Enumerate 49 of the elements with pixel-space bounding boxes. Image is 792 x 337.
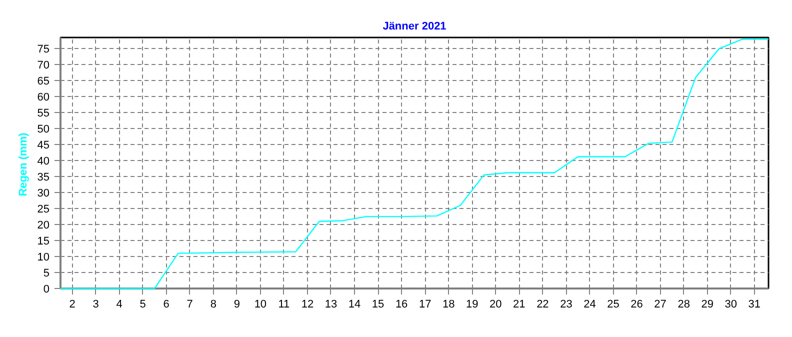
x-tick-label: 31: [748, 298, 761, 310]
y-tick-label: 30: [37, 188, 50, 200]
y-tick-label: 10: [37, 252, 50, 264]
x-tick-label: 19: [466, 298, 478, 310]
y-tick-label: 75: [37, 44, 50, 56]
x-tick-label: 10: [254, 298, 267, 310]
x-tick-label: 7: [186, 298, 193, 310]
y-tick-label: 5: [43, 268, 50, 280]
x-tick-label: 28: [678, 298, 690, 310]
x-tick-label: 15: [372, 298, 384, 310]
line-series: [60, 38, 770, 290]
x-tick-label: 25: [607, 298, 620, 310]
x-tick-label: 17: [418, 298, 432, 310]
y-tick-label: 60: [37, 92, 50, 104]
x-tick-label: 2: [69, 298, 76, 310]
chart-title: Jänner 2021: [382, 20, 446, 32]
y-tick-label: 20: [37, 220, 50, 232]
x-tick-label: 8: [210, 298, 216, 310]
x-tick-label: 16: [395, 298, 408, 310]
x-tick-label: 26: [630, 298, 643, 310]
x-tick-label: 30: [724, 298, 737, 310]
x-tick-label: 29: [701, 298, 714, 310]
x-tick-label: 23: [560, 298, 572, 310]
x-tick-label: 11: [278, 298, 290, 310]
x-tick-label: 22: [536, 298, 549, 310]
y-tick-label: 45: [37, 140, 50, 152]
y-tick-label: 35: [37, 172, 50, 184]
y-tick-label: 65: [37, 76, 50, 88]
y-tick-label: 0: [43, 284, 50, 296]
x-tick-label: 20: [490, 298, 502, 310]
y-tick-label: 50: [37, 124, 50, 136]
x-tick-label: 5: [140, 298, 146, 310]
x-tick-label: 9: [234, 298, 240, 310]
x-tick-label: 13: [324, 298, 338, 310]
y-tick-label: 15: [37, 236, 50, 248]
y-tick-label: 25: [37, 204, 50, 216]
y-tick-label: 40: [37, 156, 50, 168]
y-tick-label: 70: [37, 60, 50, 72]
y-axis-title: Regen (mm): [17, 132, 30, 196]
x-tick-label: 21: [513, 298, 526, 310]
x-tick-label: 14: [348, 298, 361, 310]
x-tick-label: 12: [301, 298, 314, 310]
y-tick-label: 55: [37, 108, 50, 120]
x-tick-label: 4: [116, 298, 122, 310]
x-tick-label: 6: [163, 298, 170, 310]
x-tick-label: 18: [442, 298, 455, 310]
x-tick-label: 27: [654, 298, 666, 310]
x-tick-label: 3: [92, 298, 99, 310]
x-tick-label: 24: [584, 298, 596, 310]
